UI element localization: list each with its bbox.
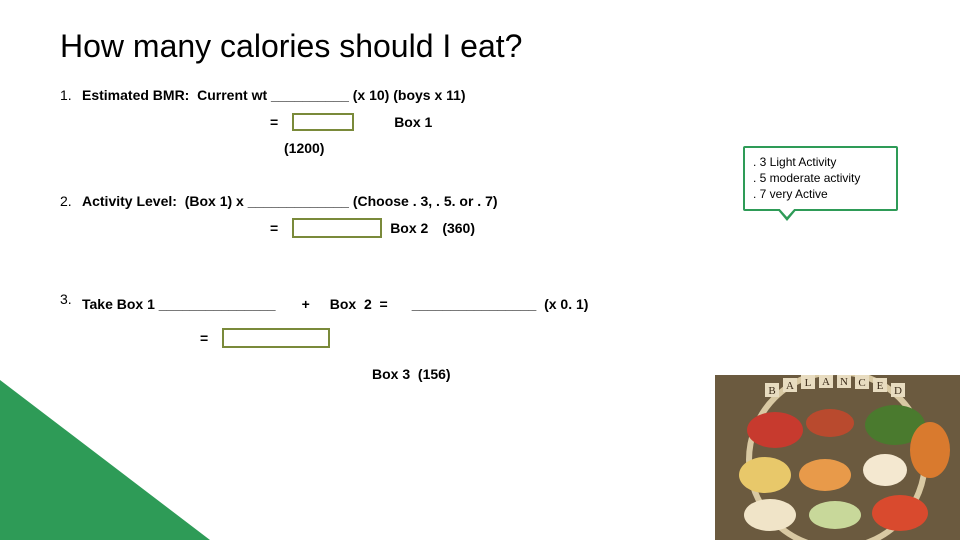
box1-label: Box 1 [394,114,432,130]
box2-label: Box 2 [390,220,428,236]
svg-text:C: C [858,377,865,389]
box2-blank [292,218,382,238]
svg-text:B: B [768,385,775,397]
svg-text:A: A [822,376,830,388]
box1-blank [292,113,354,131]
callout-l1: . 3 Light Activity [753,154,888,170]
item3-line-b: ________________ (x 0. 1) [412,296,589,312]
food-image: B A L A N C E D [715,375,960,540]
item2-line: Activity Level: (Box 1) x _____________ … [82,193,900,209]
box2-paren: (360) [442,220,475,236]
item3-plus: + [302,296,310,312]
svg-text:N: N [840,376,848,388]
list-number-2: 2. [60,193,82,209]
svg-text:D: D [894,385,902,397]
list-number-3: 3. [60,291,82,307]
callout-l2: . 5 moderate activity [753,170,888,186]
item3-mid: Box 2 = [330,296,388,312]
box3-label: Box 3 (156) [372,366,451,382]
svg-text:E: E [877,380,884,392]
item1-under: (1200) [284,140,324,156]
list-number-1: 1. [60,87,82,103]
slide-title: How many calories should I eat? [60,28,900,65]
item3-equals: = [200,330,208,346]
item2-equals: = [270,220,278,236]
item3-line-a: Take Box 1 _______________ [82,296,276,312]
svg-text:L: L [805,377,812,389]
corner-triangle [0,380,210,540]
item1-line: Estimated BMR: Current wt __________ (x … [82,87,900,103]
item1-equals: = [270,114,278,130]
svg-text:A: A [786,380,794,392]
box3-blank [222,328,330,348]
